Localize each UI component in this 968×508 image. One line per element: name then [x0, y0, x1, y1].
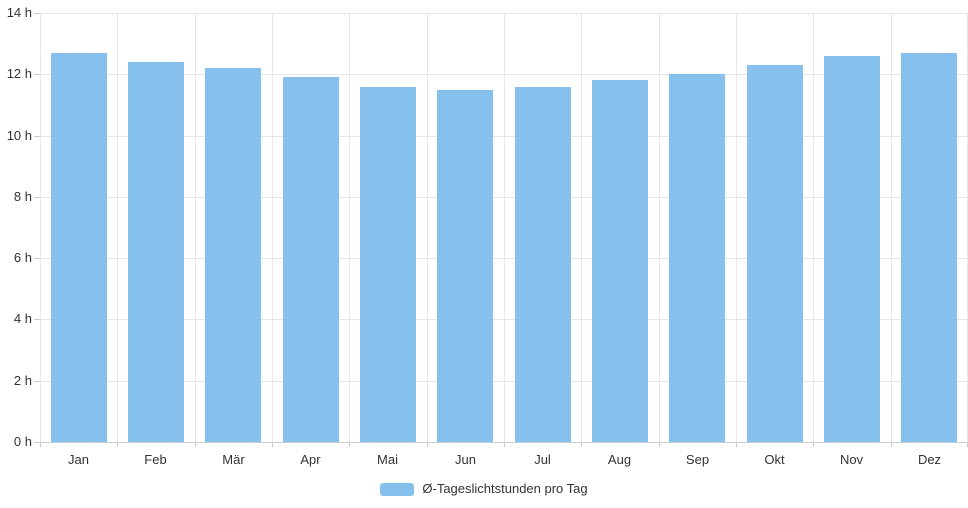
y-tick-label: 12 h [6, 66, 32, 81]
x-label-jun: Jun [455, 452, 476, 467]
bar-okt[interactable] [747, 65, 803, 442]
x-gridline [349, 13, 350, 442]
x-gridline [659, 13, 660, 442]
x-tick [117, 442, 118, 447]
x-label-mai: Mai [377, 452, 398, 467]
x-gridline [736, 13, 737, 442]
bar-sep[interactable] [669, 74, 725, 442]
y-tick-label: 14 h [6, 5, 32, 20]
x-label-nov: Nov [839, 452, 864, 467]
x-label-aug: Aug [607, 452, 632, 467]
y-tick [34, 258, 40, 259]
y-tick [34, 13, 40, 14]
x-tick [427, 442, 428, 447]
legend[interactable]: Ø-Tageslichtstunden pro Tag [0, 481, 968, 497]
x-label-mär: Mär [222, 452, 245, 467]
x-gridline [813, 13, 814, 442]
x-gridline [195, 13, 196, 442]
x-label-jan: Jan [68, 452, 89, 467]
legend-label: Ø-Tageslichtstunden pro Tag [422, 481, 588, 496]
x-label-feb: Feb [144, 452, 167, 467]
x-tick [891, 442, 892, 447]
y-tick-label: 10 h [6, 128, 32, 143]
x-label-sep: Sep [685, 452, 710, 467]
x-label-apr: Apr [300, 452, 321, 467]
bar-mär[interactable] [205, 68, 261, 442]
y-tick [34, 136, 40, 137]
x-tick [813, 442, 814, 447]
x-gridline [117, 13, 118, 442]
bar-feb[interactable] [128, 62, 184, 442]
y-tick-label: 6 h [13, 250, 32, 265]
x-gridline [891, 13, 892, 442]
x-tick [195, 442, 196, 447]
bar-nov[interactable] [824, 56, 880, 442]
x-gridline [504, 13, 505, 442]
y-tick-label: 2 h [13, 373, 32, 388]
x-tick [272, 442, 273, 447]
y-tick [34, 442, 40, 443]
x-label-okt: Okt [764, 452, 785, 467]
x-tick [349, 442, 350, 447]
x-label-jul: Jul [534, 452, 551, 467]
legend-swatch-icon [380, 482, 415, 496]
y-tick [34, 74, 40, 75]
x-tick [504, 442, 505, 447]
y-tick-label: 8 h [13, 189, 32, 204]
x-tick [659, 442, 660, 447]
x-gridline [427, 13, 428, 442]
y-tick [34, 197, 40, 198]
x-axis-line [40, 442, 968, 443]
bar-mai[interactable] [360, 87, 416, 442]
y-tick-label: 0 h [13, 434, 32, 449]
bar-jul[interactable] [515, 87, 571, 442]
x-gridline [40, 13, 41, 442]
y-tick [34, 319, 40, 320]
y-tick-label: 4 h [13, 311, 32, 326]
bar-jun[interactable] [437, 90, 493, 442]
x-gridline [272, 13, 273, 442]
y-tick [34, 381, 40, 382]
x-tick [40, 442, 41, 447]
bar-dez[interactable] [901, 53, 957, 442]
x-tick [581, 442, 582, 447]
x-label-dez: Dez [917, 452, 942, 467]
x-gridline [581, 13, 582, 442]
bar-aug[interactable] [592, 80, 648, 442]
bar-jan[interactable] [51, 53, 107, 442]
bar-apr[interactable] [283, 77, 339, 442]
x-tick [736, 442, 737, 447]
